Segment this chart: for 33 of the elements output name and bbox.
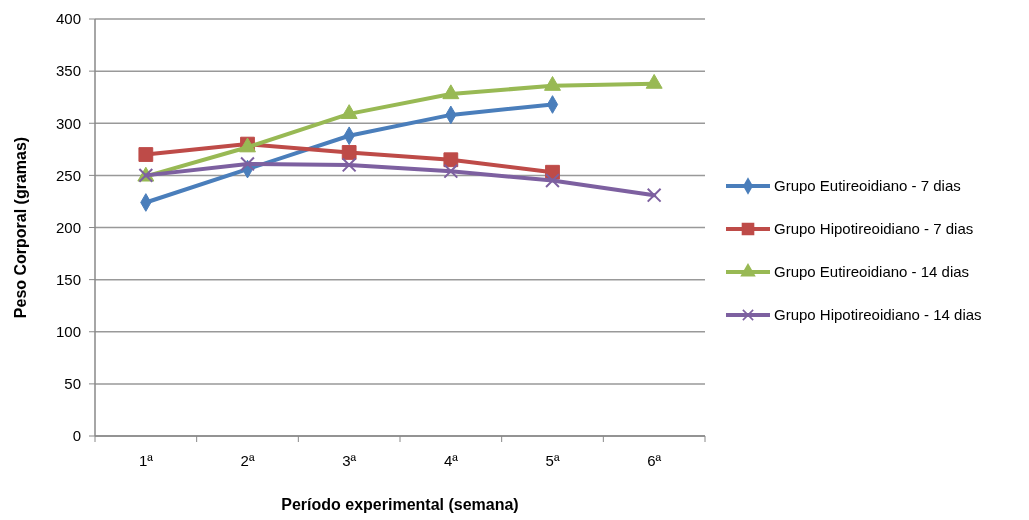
- y-tick-label: 200: [55, 218, 81, 236]
- point: [442, 84, 460, 100]
- x-axis-title: Período experimental (semana): [281, 496, 519, 513]
- x-tick-label: 3ª: [342, 452, 357, 469]
- point: [645, 73, 663, 89]
- y-tick-label: 0: [72, 427, 81, 445]
- legend-label: Grupo Eutireoidiano - 14 dias: [774, 263, 970, 281]
- point: [443, 152, 459, 168]
- point: [340, 104, 358, 119]
- x-tick-label: 2ª: [240, 452, 255, 469]
- legend-label: Grupo Hipotireoidiano - 14 dias: [774, 306, 982, 324]
- point: [545, 173, 560, 189]
- x-tick-label: 5ª: [545, 452, 560, 469]
- y-tick-label: 250: [55, 166, 81, 184]
- y-tick-label: 150: [55, 270, 81, 288]
- y-tick-label: 50: [64, 375, 81, 393]
- point: [646, 187, 662, 203]
- legend-label: Grupo Eutireoidiano - 7 dias: [774, 177, 961, 195]
- point: [443, 163, 459, 179]
- x-tick-label: 4ª: [443, 452, 459, 469]
- y-tick-label: 350: [55, 62, 81, 80]
- y-tick-label: 100: [55, 323, 81, 340]
- y-axis-title: Peso Corporal (gramas): [12, 136, 29, 319]
- point: [341, 157, 357, 173]
- y-tick-label: 300: [55, 114, 81, 132]
- x-tick-label: 1ª: [138, 452, 154, 469]
- x-tick-label: 6ª: [647, 452, 662, 469]
- point: [341, 145, 357, 160]
- legend-label: Grupo Hipotireoidiano - 7 dias: [774, 220, 974, 238]
- y-tick-label: 400: [55, 10, 81, 28]
- point: [138, 147, 154, 162]
- point: [240, 156, 255, 172]
- point: [544, 76, 561, 91]
